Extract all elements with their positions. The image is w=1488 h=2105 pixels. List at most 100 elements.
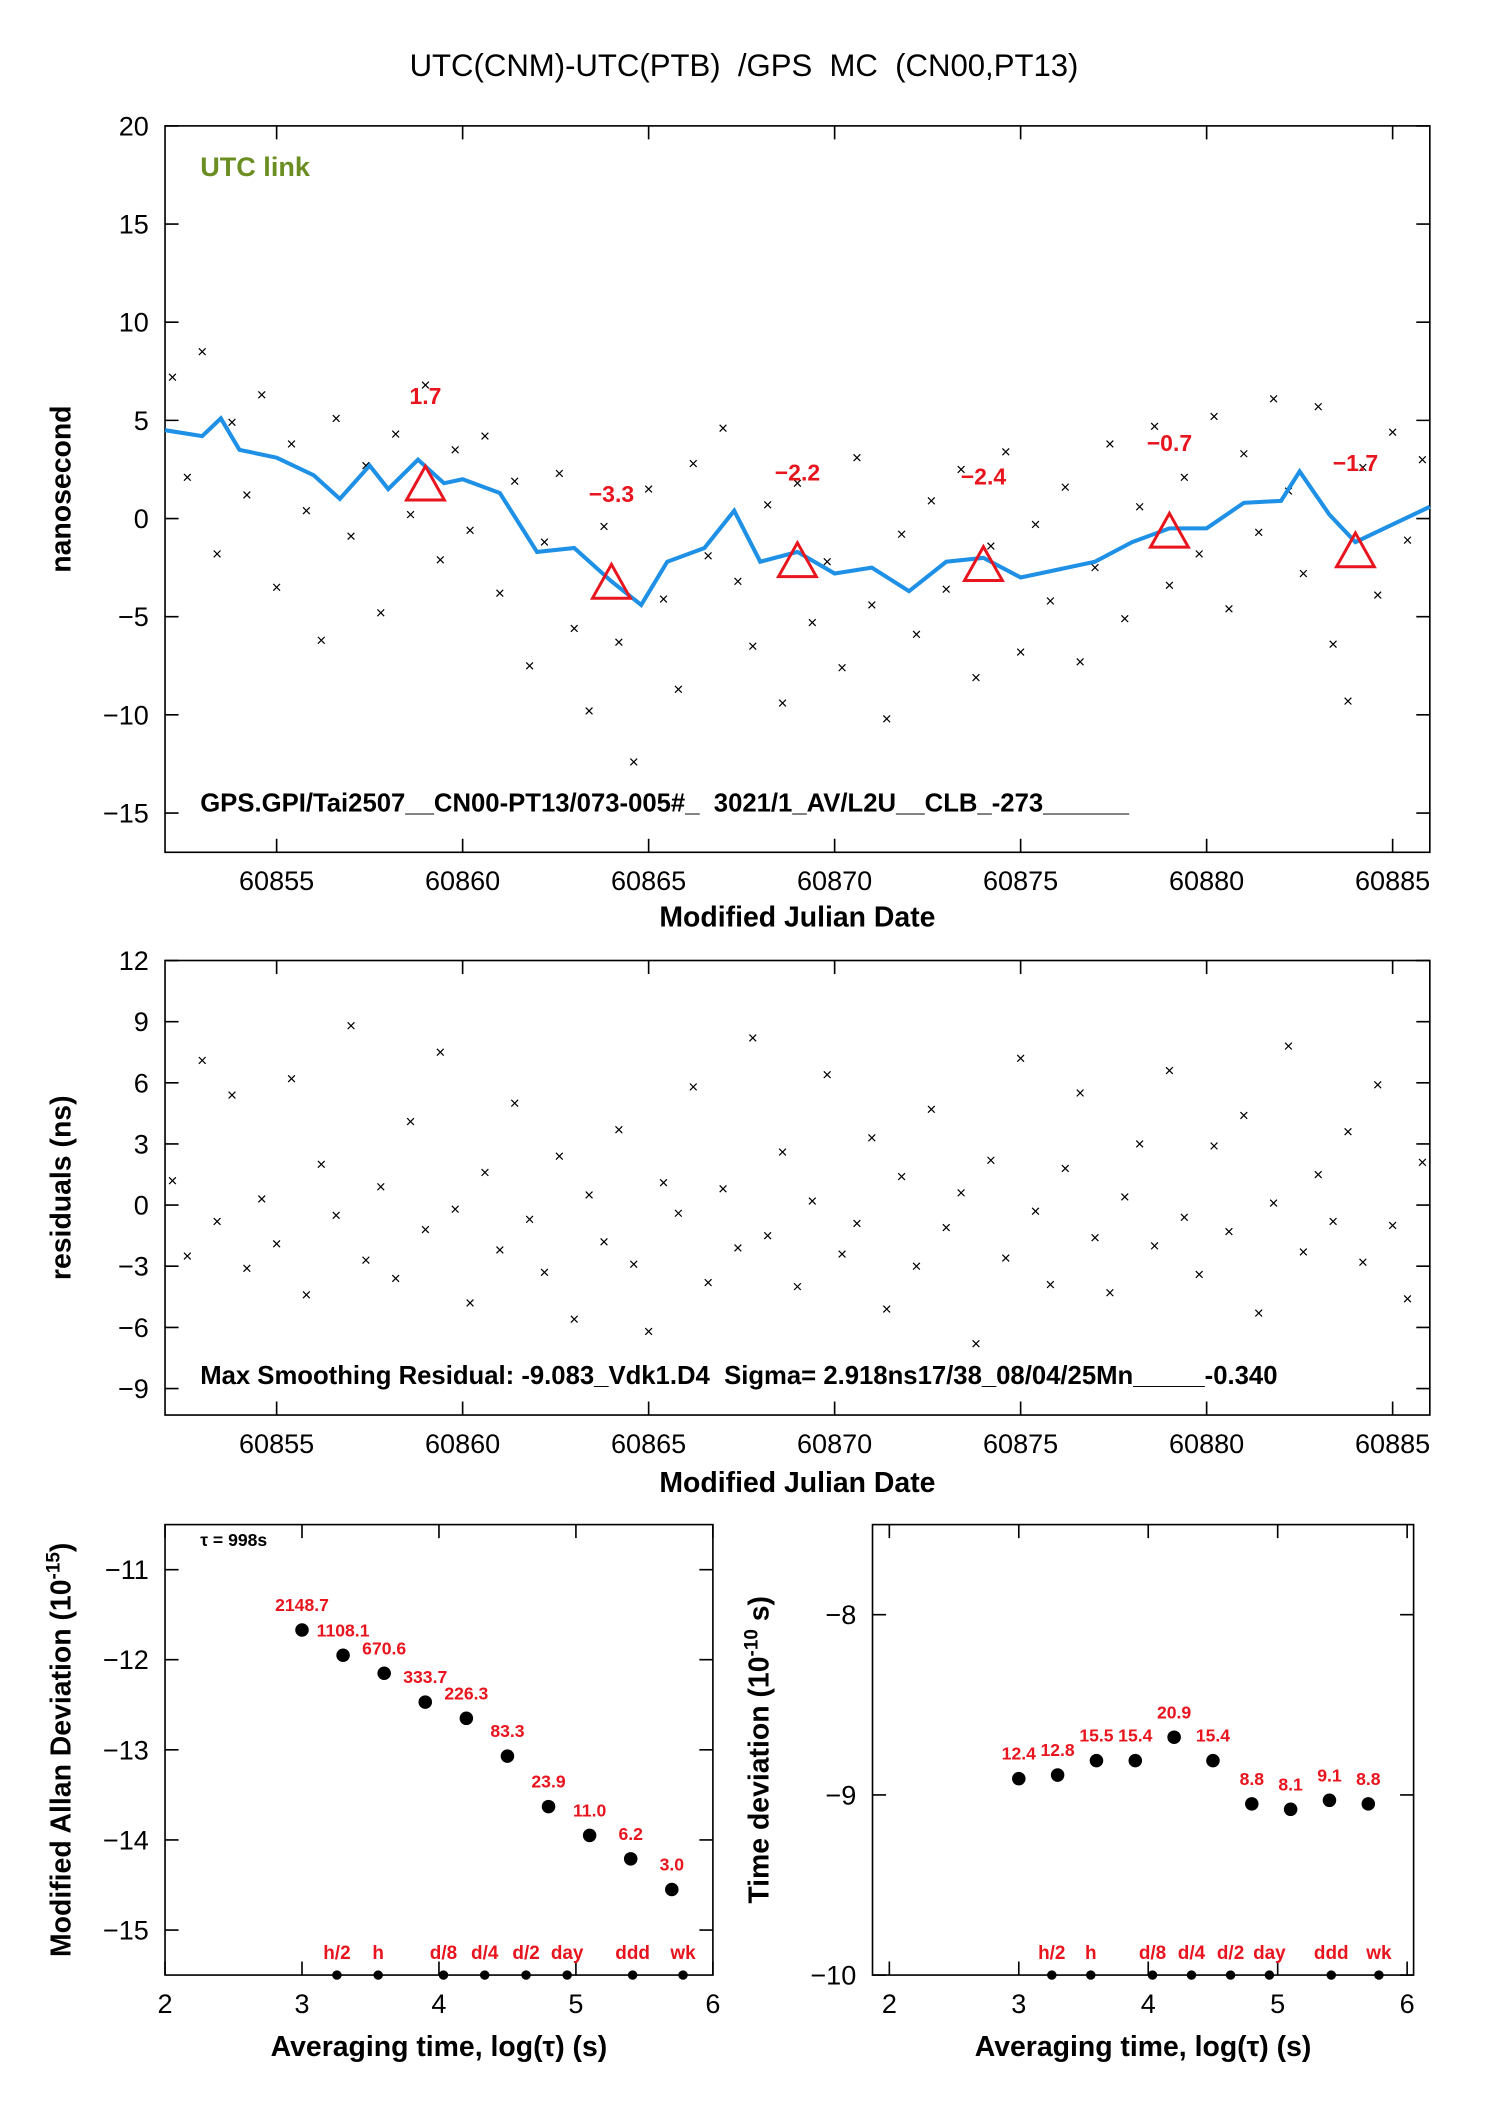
data-point: [1245, 1797, 1259, 1811]
data-point: [972, 673, 980, 682]
point-label: 15.5: [1079, 1726, 1113, 1746]
data-point: [1283, 1802, 1298, 1817]
data-point: [459, 1711, 474, 1726]
data-point: [1314, 1170, 1323, 1179]
y-axis-label-end: s): [743, 1596, 775, 1629]
data-point: [927, 1105, 936, 1114]
reference-mark: [1186, 1970, 1197, 1980]
data-point: [644, 1327, 653, 1336]
data-point: [1254, 528, 1263, 537]
x-tick-label: 5: [568, 1989, 583, 2019]
data-point: [1388, 428, 1397, 436]
plot-frame: [164, 959, 1431, 1416]
data-point: [1180, 473, 1189, 482]
data-point: [1046, 1280, 1055, 1289]
data-point: [272, 583, 281, 592]
data-point: [853, 1219, 861, 1228]
reference-label: wk: [669, 1943, 696, 1964]
point-label: 3.0: [660, 1855, 685, 1875]
data-point: [823, 1070, 832, 1079]
triangle-marker: [1147, 510, 1191, 549]
x-tick-label: 2: [158, 1989, 173, 2019]
annotation: GPS.GPI/Tai2507__CN00-PT13/073-005#_ 302…: [200, 790, 1129, 818]
point-label: 23.9: [531, 1772, 565, 1792]
y-tick-label: −9: [825, 1780, 856, 1810]
data-point: [1344, 1127, 1352, 1136]
marker-label: −0.7: [1147, 430, 1192, 456]
annotation: τ = 998s: [200, 1530, 267, 1550]
data-point: [1106, 1288, 1114, 1297]
point-label: 333.7: [403, 1667, 447, 1687]
point-label: 226.3: [444, 1683, 488, 1703]
data-point: [808, 1197, 817, 1205]
data-point: [272, 1240, 281, 1248]
x-tick-label: 60870: [797, 1429, 872, 1459]
y-tick-label: −15: [103, 1915, 149, 1945]
data-point: [957, 1189, 965, 1197]
data-point: [942, 1223, 951, 1232]
data-point: [868, 601, 876, 609]
data-point: [1388, 1221, 1397, 1230]
data-point: [418, 1695, 433, 1709]
data-point: [421, 1225, 430, 1234]
data-point: [1012, 1771, 1026, 1786]
reference-mark: [1086, 1970, 1096, 1980]
data-point: [228, 1091, 236, 1099]
data-point: [451, 446, 460, 454]
data-point: [1254, 1309, 1263, 1317]
reference-label: day: [1253, 1943, 1286, 1964]
reference-mark: [521, 1970, 531, 1980]
reference-label: d/4: [1178, 1943, 1206, 1964]
data-point: [629, 1260, 638, 1269]
data-point: [823, 557, 832, 566]
data-point: [1128, 1753, 1143, 1768]
y-axis-label-exponent: -10: [742, 1629, 763, 1656]
data-point: [734, 577, 742, 586]
data-point: [391, 430, 400, 438]
x-tick-label: 60870: [797, 866, 872, 896]
data-point: [1016, 1054, 1025, 1063]
data-point: [1165, 1066, 1174, 1075]
plot-frame: [164, 1523, 714, 1976]
triangle-marker: [403, 463, 447, 502]
data-point: [1076, 658, 1084, 666]
point-label: 15.4: [1196, 1726, 1230, 1746]
data-point: [1314, 402, 1323, 411]
data-point: [1284, 1042, 1293, 1050]
reference-label: d/2: [1217, 1943, 1244, 1964]
data-point: [466, 526, 474, 535]
x-tick-label: 4: [1141, 1989, 1156, 2019]
x-tick-label: 60875: [983, 866, 1058, 896]
reference-mark: [1225, 1970, 1236, 1980]
reference-mark: [332, 1970, 342, 1980]
y-tick-label: 3: [134, 1129, 149, 1159]
link-label: UTC link: [200, 152, 311, 182]
triangle-marker: [961, 543, 1005, 583]
smoothed-line: [164, 415, 1431, 608]
data-point: [1031, 520, 1040, 529]
data-point: [763, 500, 772, 509]
data-point: [659, 595, 668, 603]
y-axis-label-text: Time deviation (10: [743, 1656, 775, 1903]
data-point: [347, 1021, 355, 1030]
y-tick-label: 20: [119, 111, 149, 141]
x-tick-label: 60855: [239, 866, 314, 896]
data-point: [665, 1882, 679, 1897]
data-point: [376, 608, 385, 617]
data-point: [406, 1117, 415, 1126]
data-point: [585, 1191, 593, 1199]
data-point: [897, 1172, 906, 1181]
data-point: [1195, 550, 1204, 558]
data-point: [1361, 1797, 1376, 1811]
reference-label: day: [551, 1943, 584, 1964]
data-point: [1001, 447, 1010, 456]
data-point: [1061, 1164, 1070, 1173]
y-tick-label: −5: [118, 602, 149, 632]
data-point: [347, 532, 355, 541]
marker-label: −1.7: [1333, 450, 1378, 476]
y-axis-label: nanosecond: [45, 405, 77, 572]
data-point: [748, 1034, 757, 1042]
data-point: [1418, 1158, 1427, 1167]
y-tick-label: −10: [810, 1961, 856, 1991]
data-point: [198, 1056, 207, 1065]
